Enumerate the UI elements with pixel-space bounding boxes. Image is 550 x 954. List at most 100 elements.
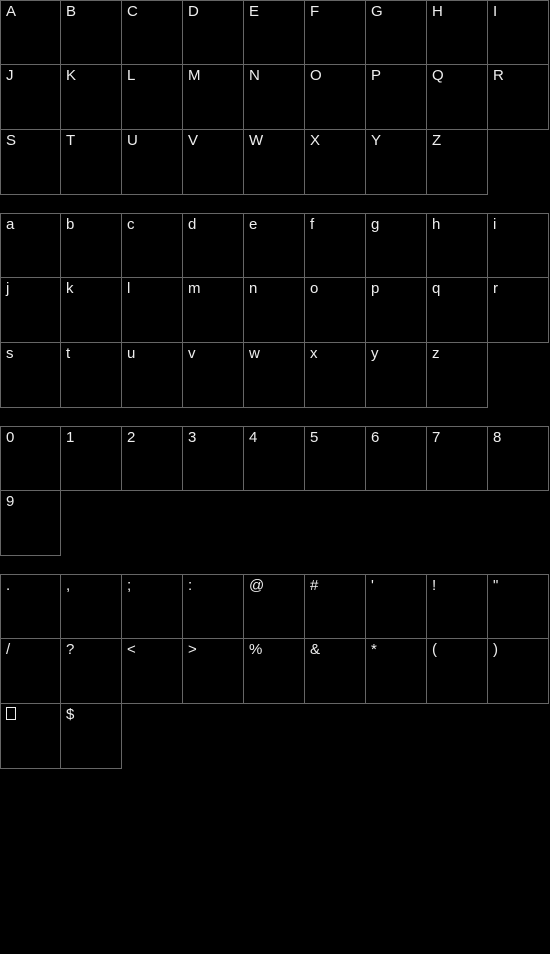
glyph: ) (493, 642, 498, 657)
glyph: ? (66, 642, 74, 657)
glyph-cell: p (366, 278, 427, 343)
glyph-cell: M (183, 65, 244, 130)
glyph-cell: d (183, 213, 244, 278)
glyph: 4 (249, 430, 257, 445)
glyph: H (432, 4, 443, 19)
glyph: 9 (6, 494, 14, 509)
glyph-cell: c (122, 213, 183, 278)
uppercase-grid: A B C D E F G H I J K L M N O P Q R S T … (0, 0, 550, 195)
glyph-cell: > (183, 639, 244, 704)
glyph: ; (127, 578, 131, 593)
glyph: ' (371, 578, 374, 593)
glyph-cell: F (305, 0, 366, 65)
glyph-cell: X (305, 130, 366, 195)
glyph: d (188, 217, 196, 232)
glyph-cell: ! (427, 574, 488, 639)
glyph-cell: w (244, 343, 305, 408)
glyph-cell: G (366, 0, 427, 65)
glyph-cell: B (61, 0, 122, 65)
glyph-cell: ' (366, 574, 427, 639)
glyph-cell: ? (61, 639, 122, 704)
glyph: 0 (6, 430, 14, 445)
glyph-cell: , (61, 574, 122, 639)
glyph: ( (432, 642, 437, 657)
glyph-cell: & (305, 639, 366, 704)
glyph: g (371, 217, 379, 232)
glyph-cell: h (427, 213, 488, 278)
glyph-cell: 9 (0, 491, 61, 556)
glyph: n (249, 281, 257, 296)
glyph: w (249, 346, 260, 361)
glyph: S (6, 133, 16, 148)
glyph-cell: A (0, 0, 61, 65)
glyph: $ (66, 707, 74, 722)
symbols-section: . , ; : @ # ' ! " / ? < > % & * ( ) $ (0, 574, 550, 769)
glyph-cell: y (366, 343, 427, 408)
glyph-cell: 6 (366, 426, 427, 491)
digits-grid: 0 1 2 3 4 5 6 7 8 9 (0, 426, 550, 556)
glyph: : (188, 578, 192, 593)
glyph: F (310, 4, 319, 19)
glyph: u (127, 346, 135, 361)
glyph: z (432, 346, 440, 361)
glyph-cell: S (0, 130, 61, 195)
glyph-cell: * (366, 639, 427, 704)
glyph-cell: N (244, 65, 305, 130)
glyph: q (432, 281, 440, 296)
glyph: N (249, 68, 260, 83)
glyph: " (493, 578, 498, 593)
glyph-cell: ; (122, 574, 183, 639)
glyph: T (66, 133, 75, 148)
glyph-cell: R (488, 65, 549, 130)
glyph: a (6, 217, 14, 232)
glyph: / (6, 642, 10, 657)
character-map: A B C D E F G H I J K L M N O P Q R S T … (0, 0, 550, 769)
glyph-cell: I (488, 0, 549, 65)
glyph-cell: " (488, 574, 549, 639)
glyph: L (127, 68, 135, 83)
glyph: 7 (432, 430, 440, 445)
uppercase-section: A B C D E F G H I J K L M N O P Q R S T … (0, 0, 550, 195)
glyph: @ (249, 578, 264, 593)
glyph-cell: P (366, 65, 427, 130)
glyph: k (66, 281, 74, 296)
glyph-cell: ) (488, 639, 549, 704)
glyph-cell: H (427, 0, 488, 65)
glyph-cell: f (305, 213, 366, 278)
glyph: 5 (310, 430, 318, 445)
glyph: p (371, 281, 379, 296)
glyph: v (188, 346, 196, 361)
glyph: ! (432, 578, 436, 593)
glyph-cell: 1 (61, 426, 122, 491)
glyph: W (249, 133, 263, 148)
glyph-cell: 2 (122, 426, 183, 491)
glyph-cell: # (305, 574, 366, 639)
glyph: K (66, 68, 76, 83)
glyph: & (310, 642, 320, 657)
glyph-cell: . (0, 574, 61, 639)
glyph-cell: e (244, 213, 305, 278)
glyph-cell: k (61, 278, 122, 343)
glyph-cell: 8 (488, 426, 549, 491)
glyph-cell: < (122, 639, 183, 704)
glyph: 8 (493, 430, 501, 445)
glyph-cell: K (61, 65, 122, 130)
glyph-cell: L (122, 65, 183, 130)
glyph-cell: t (61, 343, 122, 408)
glyph-cell: x (305, 343, 366, 408)
glyph: x (310, 346, 318, 361)
digits-section: 0 1 2 3 4 5 6 7 8 9 (0, 426, 550, 556)
glyph: G (371, 4, 383, 19)
glyph: O (310, 68, 322, 83)
glyph-cell: l (122, 278, 183, 343)
glyph: h (432, 217, 440, 232)
glyph: t (66, 346, 70, 361)
glyph: j (6, 281, 9, 296)
glyph: D (188, 4, 199, 19)
glyph-cell: V (183, 130, 244, 195)
glyph: 6 (371, 430, 379, 445)
glyph-cell: W (244, 130, 305, 195)
glyph-cell: n (244, 278, 305, 343)
glyph: s (6, 346, 14, 361)
lowercase-grid: a b c d e f g h i j k l m n o p q r s t … (0, 213, 550, 408)
